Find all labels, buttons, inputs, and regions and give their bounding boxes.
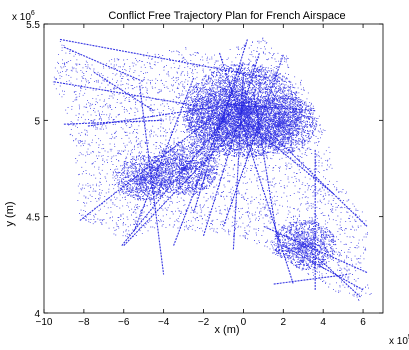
x-tick-label: 0 — [241, 317, 247, 328]
trajectory-line-20 — [222, 54, 284, 227]
trajectory-line-8 — [232, 72, 244, 250]
trajectory-lines-layer — [53, 38, 368, 299]
y-tick-label: 5 — [34, 116, 40, 127]
trajectory-line-22 — [133, 77, 195, 233]
x-tick-label: −10 — [36, 317, 53, 328]
x-tick-label: −2 — [198, 317, 210, 328]
trajectory-line-16 — [266, 129, 368, 227]
trajectory-line-1 — [53, 81, 204, 108]
x-tick-label: −6 — [118, 317, 130, 328]
y-tick-label: 4.5 — [26, 213, 40, 224]
trajectory-line-24 — [93, 71, 154, 112]
trajectory-line-17 — [63, 119, 164, 125]
trajectory-line-14 — [233, 104, 316, 112]
points-layer — [52, 37, 372, 302]
trajectory-line-7 — [202, 52, 260, 237]
trajectory-line-4 — [121, 91, 248, 246]
trajectory-line-15 — [243, 119, 334, 194]
x-tick-label: −4 — [158, 317, 170, 328]
trajectory-line-3 — [79, 116, 214, 221]
trajectory-line-12 — [273, 273, 348, 285]
y-axis-multiplier: x 106 — [12, 10, 35, 23]
trajectory-line-6 — [173, 62, 244, 246]
trajectory-line-0 — [59, 38, 268, 79]
y-axis-multiplier-base: x 10 — [12, 12, 31, 23]
trajectory-line-10 — [263, 225, 368, 274]
x-tick-label: −8 — [78, 317, 90, 328]
x-axis-multiplier-base: x 10 — [389, 336, 408, 345]
y-tick-label: 5.5 — [26, 20, 40, 31]
x-axis-label: x (m) — [214, 324, 239, 336]
chart-title: Conflict Free Trajectory Plan for French… — [108, 10, 345, 22]
x-axis-multiplier: x 105 — [389, 334, 409, 345]
trajectory-line-25 — [63, 46, 144, 83]
x-axis-multiplier-exponent: 5 — [408, 334, 409, 341]
trajectory-line-5 — [123, 110, 254, 246]
y-axis-label: y (m) — [4, 201, 16, 226]
scatter-point-clusters — [115, 63, 337, 270]
trajectory-line-13 — [318, 258, 362, 299]
trajectory-line-11 — [283, 245, 364, 291]
y-axis-multiplier-exponent: 6 — [31, 10, 35, 17]
x-tick-label: 4 — [320, 317, 326, 328]
trajectory-line-18 — [139, 85, 165, 275]
axis-ticks-layer: −10 −8 −6 −4 −2 0 2 4 6 4 4.5 5 5.5 — [26, 20, 383, 328]
plot-area-frame — [43, 23, 384, 314]
x-tick-label: 2 — [281, 317, 287, 328]
x-tick-label: 6 — [360, 317, 366, 328]
trajectory-line-21 — [193, 39, 248, 213]
y-tick-label: 4 — [34, 309, 40, 320]
